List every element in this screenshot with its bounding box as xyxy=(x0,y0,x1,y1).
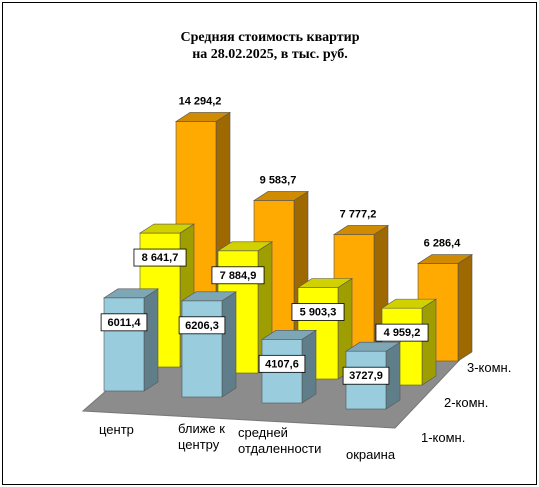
bar-side xyxy=(143,288,159,392)
value-label-2room-4: 4 959,2 xyxy=(375,323,429,342)
value-label-1room-2: 6206,3 xyxy=(178,316,226,335)
bar-front xyxy=(181,300,223,398)
bar-top xyxy=(416,254,474,264)
bar-side xyxy=(421,298,437,386)
bar-1room-2 xyxy=(180,291,238,398)
value-label-2room-3: 5 903,3 xyxy=(291,303,345,321)
category-label-2: ближе к центру xyxy=(178,421,225,452)
bar-top xyxy=(332,225,390,235)
value-text: 8 641,7 xyxy=(142,252,179,264)
chart-subtitle: на 28.02.2025, в тыс. руб. xyxy=(192,47,348,62)
series-label-2room: 2-комн. xyxy=(444,395,488,410)
bar-top xyxy=(138,223,196,234)
value-text: 5 903,3 xyxy=(300,306,337,318)
value-box xyxy=(375,323,429,342)
value-label-1room-1: 6011,4 xyxy=(100,313,148,332)
value-box xyxy=(133,248,187,267)
value-text: 4 959,2 xyxy=(384,327,421,339)
value-label-3room-4: 6 286,4 xyxy=(424,238,462,250)
bar-top xyxy=(252,191,310,201)
value-box xyxy=(258,354,306,373)
value-text: 3727,9 xyxy=(349,370,383,382)
chart-title: Средняя стоимость квартир xyxy=(181,30,360,45)
series-labels-group: 1-комн. 2-комн. 3-комн. xyxy=(421,360,511,445)
bar-top xyxy=(296,278,354,288)
value-label-3room-1: 14 294,2 xyxy=(179,95,222,107)
value-text: 6011,4 xyxy=(107,317,141,329)
category-labels-group: центр ближе к центру средней отдаленности окр… xyxy=(99,421,396,462)
bar-front xyxy=(103,297,145,392)
category-label-1: центр xyxy=(99,422,134,437)
bar-1room-1 xyxy=(102,288,160,392)
value-labels-group: 14 294,2 9 583,7 7 777,2 6 286,4 8 641,7 7 88… xyxy=(100,95,462,385)
value-label-2room-2: 7 884,9 xyxy=(211,266,265,285)
bar-top xyxy=(180,291,238,302)
series-label-3room: 3-комн. xyxy=(467,360,511,375)
bar-side xyxy=(221,291,237,398)
value-text: 4107,6 xyxy=(265,358,299,370)
bar-top xyxy=(102,288,160,299)
value-label-1room-3: 4107,6 xyxy=(258,354,306,373)
category-label-4: окраина xyxy=(346,447,396,462)
value-box xyxy=(100,313,148,332)
bar-side xyxy=(457,254,473,362)
value-box xyxy=(178,316,226,335)
bar-top xyxy=(260,330,318,340)
value-box xyxy=(211,266,265,285)
bar-top xyxy=(174,112,232,122)
value-label-1room-4: 3727,9 xyxy=(342,366,390,385)
category-label-3: средней отдаленности xyxy=(238,425,321,456)
bar-top xyxy=(380,298,438,309)
value-box xyxy=(342,366,390,385)
value-text: 6206,3 xyxy=(185,320,219,332)
value-label-3room-2: 9 583,7 xyxy=(260,174,297,186)
value-label-3room-3: 7 777,2 xyxy=(340,208,377,220)
value-label-2room-1: 8 641,7 xyxy=(133,248,187,267)
bar-top xyxy=(344,341,402,352)
value-text: 7 884,9 xyxy=(220,270,257,282)
series-label-1room: 1-комн. xyxy=(421,430,465,445)
value-box xyxy=(291,303,345,321)
bar-top xyxy=(216,241,274,252)
